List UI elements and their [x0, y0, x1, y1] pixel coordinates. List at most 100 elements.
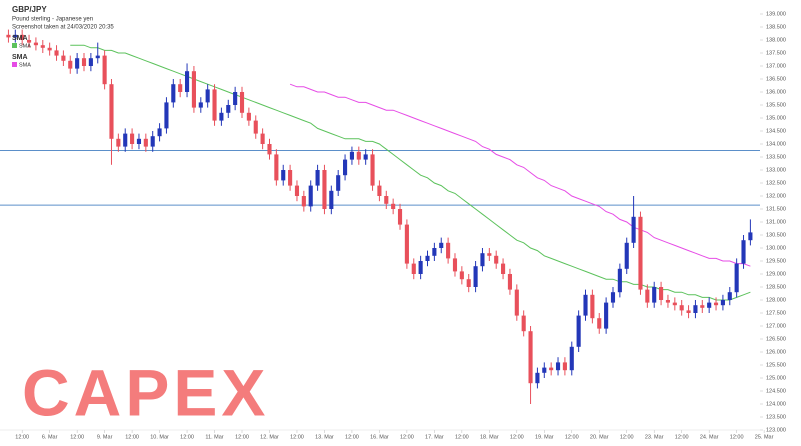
x-tick-label: 20. Mar [590, 434, 609, 440]
candle-body [542, 367, 547, 373]
candle-body [198, 102, 203, 108]
candle-body [466, 279, 471, 287]
candle-body [109, 84, 114, 139]
candle-body [617, 268, 622, 293]
candle-body [301, 196, 306, 207]
candle-body [672, 302, 677, 306]
candle-body [514, 289, 519, 316]
x-tick-label: 12:00 [565, 434, 579, 440]
sma-line [289, 83, 751, 267]
candle-body [281, 170, 286, 181]
y-tick-label: 128.000 [766, 297, 786, 303]
candle-body [576, 315, 581, 347]
candle-body [81, 58, 87, 66]
x-tick-label: 12:00 [235, 434, 249, 440]
x-tick-label: 12:00 [675, 434, 689, 440]
candle-body [171, 84, 176, 103]
y-tick-label: 137.500 [766, 50, 786, 56]
y-tick-label: 130.000 [766, 245, 786, 251]
x-tick-label: 16. Mar [370, 434, 389, 440]
candle-body [47, 47, 52, 51]
candle-body [205, 89, 210, 103]
y-tick-label: 134.500 [766, 128, 786, 134]
candle-body [686, 310, 691, 313]
candle-body [521, 315, 526, 332]
candle-body [507, 274, 513, 290]
candle-body [494, 255, 499, 264]
candle-body [288, 170, 293, 186]
y-tick-label: 136.000 [766, 89, 786, 95]
candle-body [459, 271, 464, 280]
x-tick-label: 25. Mar [755, 434, 774, 440]
y-tick-label: 139.000 [766, 11, 786, 17]
candle-body [473, 266, 478, 287]
chart-subtitle: Pound sterling - Japanese yen [12, 17, 93, 23]
y-tick-label: 125.500 [766, 362, 786, 368]
candle-body [597, 318, 602, 329]
x-tick-label: 12:00 [730, 434, 744, 440]
candle-body [631, 216, 636, 243]
candle-body [356, 151, 361, 160]
x-tick-label: 24. Mar [700, 434, 719, 440]
candle-body [315, 170, 320, 186]
candle-body [6, 34, 11, 38]
legend-swatch [12, 43, 17, 48]
candle-body [741, 240, 746, 264]
x-tick-label: 10. Mar [150, 434, 169, 440]
y-tick-label: 123.500 [766, 414, 786, 420]
candle-body [212, 89, 217, 121]
y-tick-label: 128.500 [766, 284, 786, 290]
legend-swatch [12, 62, 17, 67]
y-tick-label: 132.000 [766, 193, 786, 199]
chart-note: Screenshot taken at 24/03/2020 20:35 [12, 25, 114, 31]
candle-body [569, 346, 574, 371]
candle-body [164, 102, 169, 129]
candle-body [549, 367, 554, 371]
y-tick-label: 138.000 [766, 37, 786, 43]
x-tick-label: 12:00 [290, 434, 304, 440]
candle-body [439, 242, 444, 248]
candle-body [68, 60, 73, 69]
candle-body [748, 232, 753, 241]
y-tick-label: 138.500 [766, 24, 786, 30]
candle-body [294, 185, 300, 196]
legend-label: SMA [19, 43, 31, 49]
candle-body [143, 138, 148, 147]
y-tick-label: 134.000 [766, 141, 786, 147]
candle-body [604, 302, 609, 329]
candle-body [659, 287, 664, 300]
candle-body [13, 34, 18, 38]
candle-body [136, 138, 142, 144]
candle-body [233, 92, 238, 105]
x-tick-label: 12. Mar [260, 434, 279, 440]
candle-body [26, 40, 32, 43]
x-tick-label: 12:00 [70, 434, 84, 440]
candle-body [370, 154, 375, 186]
plot-area: 123.000 123.500 124.000 124.500 125.000 125.5… [0, 11, 786, 440]
x-tick-label: 12:00 [620, 434, 634, 440]
watermark: CAPEX [22, 355, 269, 429]
candle-body [260, 133, 265, 144]
candle-body [645, 289, 650, 303]
y-tick-label: 132.500 [766, 180, 786, 186]
candle-body [713, 302, 719, 306]
candle-body [75, 58, 80, 69]
candle-body [411, 263, 416, 274]
candle-body [720, 300, 725, 306]
candle-body [555, 362, 561, 371]
y-tick-label: 127.000 [766, 323, 786, 329]
candle-body [191, 71, 196, 108]
candle-body [624, 242, 629, 269]
candle-body [665, 300, 671, 303]
candle-body [20, 34, 25, 40]
x-tick-label: 12:00 [400, 434, 414, 440]
candle-body [480, 253, 485, 267]
candle-body [116, 138, 121, 147]
candle-body [102, 55, 107, 85]
x-tick-label: 6. Mar [42, 434, 58, 440]
candle-body [308, 185, 313, 207]
candle-body [336, 175, 341, 191]
y-tick-label: 124.500 [766, 388, 786, 394]
